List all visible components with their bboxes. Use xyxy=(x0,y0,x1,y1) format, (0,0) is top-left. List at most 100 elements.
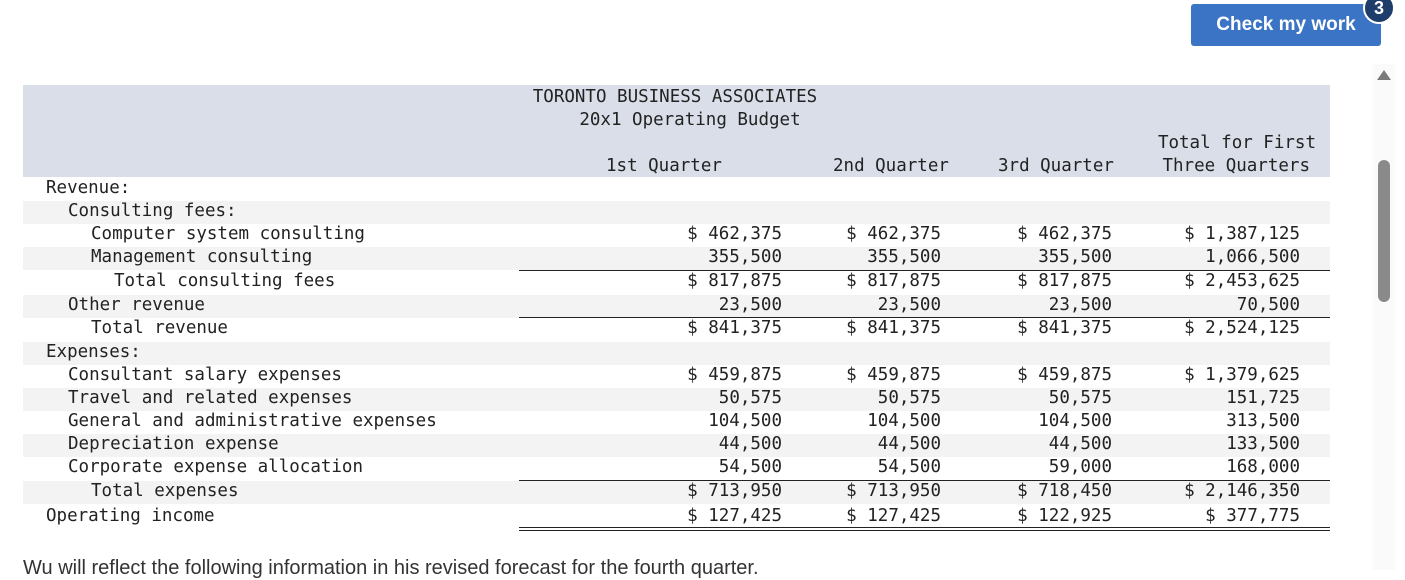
table-cell: 44,500 xyxy=(877,434,941,454)
table-cell: $ 127,425 xyxy=(846,506,941,526)
subtotal-rule xyxy=(1012,317,1330,318)
scroll-up-arrow-icon[interactable] xyxy=(1377,70,1391,80)
row-label: Corporate expense allocation xyxy=(68,457,364,477)
subtotal-rule xyxy=(1012,480,1330,481)
subtotal-rule xyxy=(519,270,783,271)
company-name: TORONTO BUSINESS ASSOCIATES xyxy=(532,87,818,107)
row-stripe xyxy=(23,247,1330,270)
row-label: Total consulting fees xyxy=(114,271,336,291)
table-cell: 70,500 xyxy=(1236,295,1300,315)
table-cell: 151,725 xyxy=(1226,388,1300,408)
table-cell: $ 2,146,350 xyxy=(1184,481,1300,501)
table-cell: $ 122,925 xyxy=(1017,506,1112,526)
table-cell: 355,500 xyxy=(1038,247,1112,267)
subtotal-rule xyxy=(678,317,942,318)
table-cell: $ 127,425 xyxy=(687,506,782,526)
subtotal-rule xyxy=(519,317,783,318)
row-label: Total expenses xyxy=(91,481,239,501)
table-cell: 23,500 xyxy=(877,295,941,315)
budget-title: 20x1 Operating Budget xyxy=(579,110,801,130)
table-cell: $ 459,875 xyxy=(1017,365,1112,385)
table-cell: $ 462,375 xyxy=(1017,224,1112,244)
row-label: Operating income xyxy=(46,506,215,526)
table-cell: $ 2,453,625 xyxy=(1184,271,1300,291)
table-cell: $ 817,875 xyxy=(687,271,782,291)
row-label: Revenue: xyxy=(46,178,131,198)
table-cell: $ 1,387,125 xyxy=(1184,224,1300,244)
scrollbar-thumb[interactable] xyxy=(1378,160,1390,302)
column-header-q1: 1st Quarter xyxy=(606,156,722,176)
scrollbar-track[interactable] xyxy=(1373,64,1395,570)
table-cell: $ 462,375 xyxy=(846,224,941,244)
table-header-band xyxy=(23,85,1330,177)
table-cell: $ 817,875 xyxy=(846,271,941,291)
table-cell: $ 1,379,625 xyxy=(1184,365,1300,385)
table-cell: $ 718,450 xyxy=(1017,481,1112,501)
table-cell: $ 377,775 xyxy=(1205,506,1300,526)
subtotal-rule xyxy=(848,317,1113,318)
row-label: Expenses: xyxy=(46,342,141,362)
table-cell: 50,575 xyxy=(877,388,941,408)
table-cell: 104,500 xyxy=(1038,411,1112,431)
attempts-badge: 3 xyxy=(1363,0,1395,24)
table-cell: $ 841,375 xyxy=(1017,318,1112,338)
row-stripe xyxy=(23,434,1330,457)
check-my-work-button[interactable]: Check my work xyxy=(1191,4,1381,46)
table-cell: 44,500 xyxy=(1048,434,1112,454)
row-stripe xyxy=(23,388,1330,411)
subtotal-rule xyxy=(848,270,1113,271)
total-double-rule xyxy=(519,527,783,531)
row-label: Depreciation expense xyxy=(68,434,279,454)
table-cell: 59,000 xyxy=(1048,457,1112,477)
instruction-text: Wu will reflect the following informatio… xyxy=(23,557,759,579)
table-cell: $ 713,950 xyxy=(687,481,782,501)
subtotal-rule xyxy=(519,480,783,481)
subtotal-rule xyxy=(1012,270,1330,271)
table-cell: 1,066,500 xyxy=(1205,247,1300,267)
row-label: Management consulting xyxy=(91,247,313,267)
row-label: Consultant salary expenses xyxy=(68,365,342,385)
row-label: Consulting fees: xyxy=(68,201,237,221)
table-cell: 44,500 xyxy=(718,434,782,454)
row-stripe xyxy=(23,295,1330,318)
row-label: Other revenue xyxy=(68,295,205,315)
column-header-total-line1: Total for First xyxy=(1157,133,1316,153)
column-header-q3: 3rd Quarter xyxy=(998,156,1114,176)
table-cell: $ 817,875 xyxy=(1017,271,1112,291)
row-stripe xyxy=(23,481,1330,504)
table-cell: 168,000 xyxy=(1226,457,1300,477)
row-label: Total revenue xyxy=(91,318,228,338)
column-header-total-line2: Three Quarters xyxy=(1162,156,1310,176)
table-cell: $ 841,375 xyxy=(846,318,941,338)
table-cell: 50,575 xyxy=(718,388,782,408)
table-cell: 54,500 xyxy=(718,457,782,477)
table-cell: $ 713,950 xyxy=(846,481,941,501)
table-cell: 50,575 xyxy=(1048,388,1112,408)
subtotal-rule xyxy=(848,480,1113,481)
table-cell: 355,500 xyxy=(867,247,941,267)
table-cell: $ 462,375 xyxy=(687,224,782,244)
table-cell: $ 2,524,125 xyxy=(1184,318,1300,338)
table-cell: 313,500 xyxy=(1226,411,1300,431)
table-cell: 23,500 xyxy=(1048,295,1112,315)
table-cell: 23,500 xyxy=(718,295,782,315)
table-cell: $ 459,875 xyxy=(687,365,782,385)
total-double-rule xyxy=(848,527,1113,531)
table-cell: $ 841,375 xyxy=(687,318,782,338)
table-cell: 54,500 xyxy=(877,457,941,477)
table-cell: 355,500 xyxy=(708,247,782,267)
total-double-rule xyxy=(1012,527,1330,531)
subtotal-rule xyxy=(678,480,942,481)
row-stripe xyxy=(23,201,1330,224)
table-cell: 104,500 xyxy=(867,411,941,431)
row-stripe xyxy=(23,342,1330,365)
column-header-q2: 2nd Quarter xyxy=(833,156,949,176)
table-cell: 104,500 xyxy=(708,411,782,431)
table-cell: $ 459,875 xyxy=(846,365,941,385)
row-label: Travel and related expenses xyxy=(68,388,353,408)
row-label: Computer system consulting xyxy=(91,224,365,244)
row-label: General and administrative expenses xyxy=(68,411,437,431)
total-double-rule xyxy=(678,527,942,531)
subtotal-rule xyxy=(678,270,942,271)
table-cell: 133,500 xyxy=(1226,434,1300,454)
